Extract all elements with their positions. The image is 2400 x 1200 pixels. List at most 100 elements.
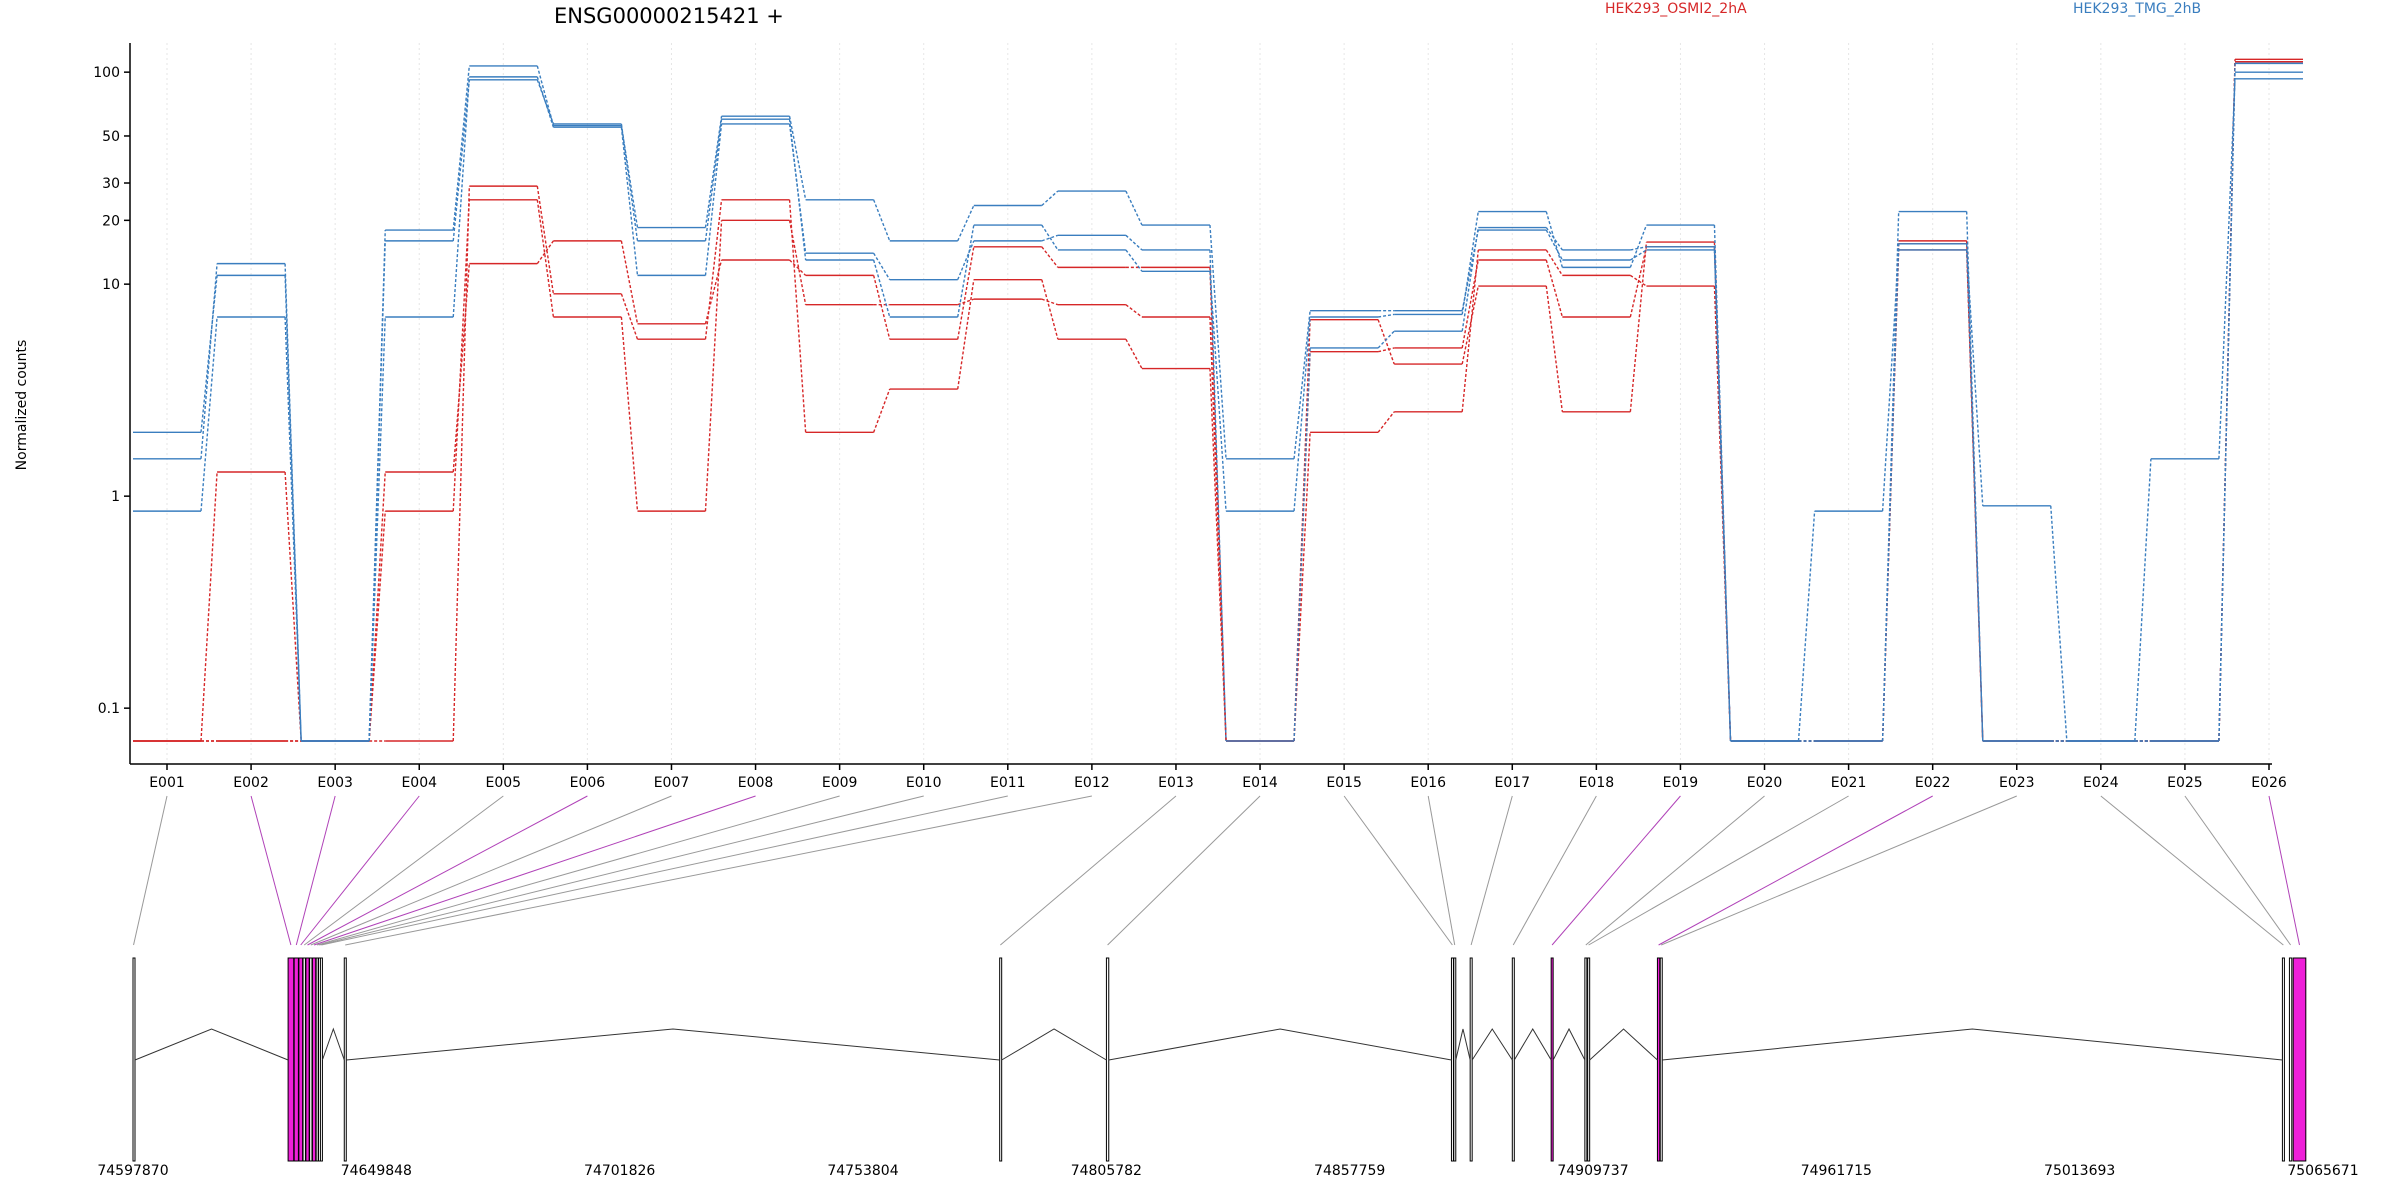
series-connector [536, 199, 555, 318]
intron-line [346, 1028, 1000, 1061]
x-tick-label: E017 [1494, 775, 1530, 791]
series-connector [957, 224, 975, 318]
exon-connector-line [2100, 795, 2284, 946]
series-connector [452, 65, 471, 231]
exon-connector-line [1585, 795, 1765, 946]
series-connector [704, 116, 723, 228]
x-tick-label: E003 [317, 775, 353, 791]
series-connector [1545, 249, 1563, 276]
x-tick-label: E008 [738, 775, 774, 791]
series-connector [2134, 458, 2152, 742]
series-connector [1125, 249, 1143, 272]
y-tick-label: 50 [102, 129, 120, 145]
exon-connector-line [319, 795, 924, 946]
series-connector [1461, 285, 1479, 365]
series-connector [788, 220, 807, 305]
x-tick-label: E025 [2167, 775, 2203, 791]
exon-box [1587, 957, 1591, 1162]
exon-connector-line [250, 795, 292, 946]
series-connector [788, 199, 807, 433]
series-connector [536, 76, 555, 128]
series-connector [536, 65, 555, 126]
series-connector [1461, 227, 1479, 332]
exon-connector-line [345, 795, 1092, 946]
series-connector [957, 279, 975, 390]
series-connector [1461, 249, 1479, 412]
series-connector [704, 199, 723, 340]
series-connector [1629, 249, 1647, 261]
exon-box [309, 957, 313, 1162]
series-connector [368, 316, 386, 742]
series-connector [1377, 411, 1395, 433]
x-tick-label: E012 [1074, 775, 1110, 791]
exon-box [1659, 957, 1663, 1162]
series-connector [1965, 243, 1984, 742]
series-connector [1041, 279, 1059, 340]
exon-box [293, 957, 299, 1162]
series-connector [284, 316, 302, 742]
exon-box [999, 957, 1003, 1162]
x-tick-label: E005 [486, 775, 522, 791]
series-connector [957, 246, 975, 340]
x-tick-label: E019 [1663, 775, 1699, 791]
series-connector [620, 125, 639, 228]
series-connector [1545, 211, 1564, 268]
series-connector [1461, 229, 1479, 311]
series-connector [452, 199, 471, 512]
x-tick-label: E022 [1915, 775, 1951, 791]
genomic-tick-label: 74649848 [341, 1163, 412, 1179]
series-connector [620, 240, 639, 324]
series-connector [1209, 249, 1227, 742]
x-tick-label: E018 [1579, 775, 1615, 791]
x-tick-label: E013 [1158, 775, 1194, 791]
series-connector [704, 259, 723, 324]
x-tick-label: E024 [2083, 775, 2119, 791]
exon-connector-line [1658, 795, 1933, 946]
series-connector [872, 199, 891, 242]
series-connector [2218, 78, 2236, 459]
x-tick-label: E002 [233, 775, 269, 791]
series-connector [1881, 249, 1900, 512]
legend-label-tmg: HEK293_TMG_2hB [2073, 1, 2201, 17]
series-connector [1377, 347, 1395, 353]
chart-title: ENSG00000215421 + [554, 4, 784, 28]
series-connector [1629, 246, 1648, 318]
series-layer [133, 58, 2303, 742]
series-connector [620, 293, 639, 340]
series-connector [2050, 505, 2068, 742]
exon-connector-layer [133, 795, 2300, 946]
exon-box [287, 957, 295, 1162]
series-connector [788, 116, 807, 200]
intron-line [1108, 1028, 1452, 1061]
exon-connector-line [1660, 795, 2017, 946]
x-tick-label: E006 [570, 775, 606, 791]
exon-connector-line [1427, 795, 1456, 946]
series-connector [1041, 298, 1059, 306]
series-connector [1377, 319, 1395, 365]
exon-connector-line [295, 795, 336, 946]
series-connector [1965, 211, 1984, 742]
exon-box [1450, 957, 1454, 1162]
intron-line [1471, 1028, 1513, 1061]
x-tick-label: E010 [906, 775, 942, 791]
exon-box [302, 957, 306, 1162]
series-connector [1293, 347, 1311, 742]
series-connector [788, 119, 807, 261]
series-connector [368, 511, 386, 742]
exon-connector-line [1000, 795, 1177, 946]
series-connector [957, 205, 975, 242]
exon-box [132, 957, 136, 1162]
exon-connector-line [2184, 795, 2292, 946]
series-connector [1630, 246, 1647, 251]
intron-line [1589, 1028, 1658, 1061]
exon-connector-line [1107, 795, 1261, 946]
y-tick-label: 1 [111, 489, 120, 505]
exon-connector-line [1588, 795, 1849, 946]
series-connector [1041, 246, 1059, 268]
genomic-tick-label: 74909737 [1557, 1163, 1628, 1179]
series-connector [1209, 271, 1227, 512]
series-connector [368, 230, 386, 742]
genomic-tick-label: 74701826 [584, 1163, 655, 1179]
intron-line [321, 1027, 345, 1061]
intron-line [1455, 1028, 1471, 1061]
